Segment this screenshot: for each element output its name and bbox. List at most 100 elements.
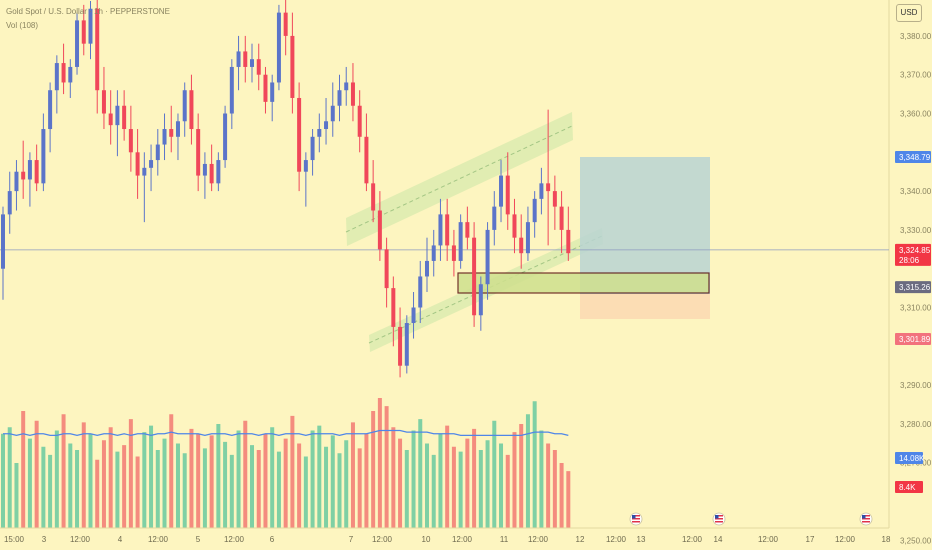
flag-stripe — [862, 521, 870, 523]
volume-bar — [519, 424, 524, 528]
candle-body — [297, 97, 302, 172]
price-label: 3,315.26 — [899, 283, 931, 292]
candle-body — [337, 90, 342, 106]
candle-body — [512, 214, 517, 238]
volume-bar — [364, 433, 369, 528]
candle-body — [115, 105, 120, 126]
target-zone — [580, 157, 710, 294]
candle-body — [344, 82, 349, 91]
time-tick-label: 6 — [270, 535, 275, 544]
time-tick-label: 17 — [806, 535, 815, 544]
flag-stripe — [715, 521, 723, 523]
stop-zone — [580, 294, 710, 319]
price-label-countdown: 28:06 — [899, 256, 920, 265]
candle-body — [149, 160, 154, 168]
volume-bar — [303, 456, 308, 528]
volume-bar — [155, 450, 160, 528]
candle-body — [122, 105, 127, 130]
time-tick-label: 14 — [714, 535, 723, 544]
volume-bar — [418, 419, 423, 528]
volume-bar — [101, 440, 106, 528]
candle-body — [290, 35, 295, 98]
volume-bar — [478, 450, 483, 528]
candle-body — [411, 307, 416, 324]
volume-bar — [424, 443, 429, 528]
candle-body — [263, 74, 268, 102]
candle-body — [377, 210, 382, 250]
volume-bar — [68, 443, 73, 528]
volume-bar — [505, 454, 510, 528]
volume-bar — [546, 443, 551, 528]
candle-body — [431, 245, 436, 261]
volume-indicator-label: Vol (108) — [6, 21, 39, 30]
time-tick-label: 15:00 — [4, 535, 25, 544]
candle-body — [357, 105, 362, 137]
volume-label-bg — [895, 452, 923, 464]
volume-bar — [431, 454, 436, 528]
volume-bar — [297, 443, 302, 528]
volume-bar — [1, 433, 5, 528]
volume-bar — [512, 432, 517, 528]
candle-body — [371, 183, 376, 211]
candle-body — [128, 129, 133, 153]
time-tick-label: 12:00 — [528, 535, 549, 544]
volume-bar — [559, 463, 564, 528]
time-tick-label: 5 — [196, 535, 201, 544]
time-tick-label: 12:00 — [606, 535, 627, 544]
candle-body — [41, 129, 46, 184]
candle-body — [330, 105, 335, 122]
candle-body — [283, 12, 288, 36]
flag-canton — [715, 515, 719, 519]
candle-body — [75, 20, 80, 67]
volume-bar — [391, 427, 396, 528]
volume-bar — [250, 445, 255, 528]
candle-body — [552, 191, 557, 207]
time-tick-label: 13 — [637, 535, 646, 544]
candle-body — [155, 144, 160, 161]
price-label-bg — [895, 243, 931, 266]
volume-bar — [357, 448, 362, 528]
price-axis[interactable]: 3,380.00 3,370.00 3,360.00 3,340.00 3,330.00… — [895, 32, 932, 545]
price-label: 3,348.79 — [899, 153, 931, 162]
us-event-flag-icon — [712, 512, 726, 526]
volume-bar — [532, 401, 537, 528]
price-tick-label: 3,310.00 — [900, 304, 932, 313]
volume-bar — [283, 438, 288, 528]
time-axis[interactable]: 15:00 3 12:00 4 12:00 5 12:00 6 7 12:00 10 12:00 11 1… — [0, 512, 891, 544]
time-tick-label: 11 — [500, 535, 509, 544]
time-tick-label: 3 — [42, 535, 47, 544]
currency-button[interactable]: USD — [896, 4, 922, 22]
volume-bar — [162, 438, 167, 528]
volume-bar — [451, 446, 456, 528]
volume-bar — [404, 450, 409, 528]
flag-stripe — [632, 521, 640, 523]
volume-bar — [499, 443, 504, 528]
candle-body — [223, 113, 228, 161]
volume-bar — [384, 406, 389, 528]
candle-body — [189, 90, 194, 130]
price-tick-label: 3,280.00 — [900, 420, 932, 429]
volume-bar — [350, 422, 355, 528]
candle-body — [404, 323, 409, 366]
candle-body — [34, 160, 39, 184]
price-tick-label: 3,360.00 — [900, 110, 932, 119]
volume-bar — [377, 398, 382, 528]
time-tick-label: 12:00 — [372, 535, 393, 544]
volume-bar — [189, 428, 194, 528]
volume-bar — [202, 448, 207, 528]
candle-body — [559, 206, 564, 230]
volume-bar — [149, 425, 154, 528]
time-tick-label: 12:00 — [758, 535, 779, 544]
volume-bar — [175, 443, 180, 528]
candle-body — [519, 237, 524, 254]
candle-body — [7, 191, 12, 215]
volume-bar — [458, 451, 463, 528]
time-tick-label: 12:00 — [452, 535, 473, 544]
candle-body — [135, 152, 140, 176]
volume-bar — [196, 433, 201, 528]
flag-stripe — [632, 518, 640, 520]
volume-bar — [142, 432, 147, 528]
candle-body — [48, 90, 53, 130]
candle-body — [546, 183, 551, 192]
